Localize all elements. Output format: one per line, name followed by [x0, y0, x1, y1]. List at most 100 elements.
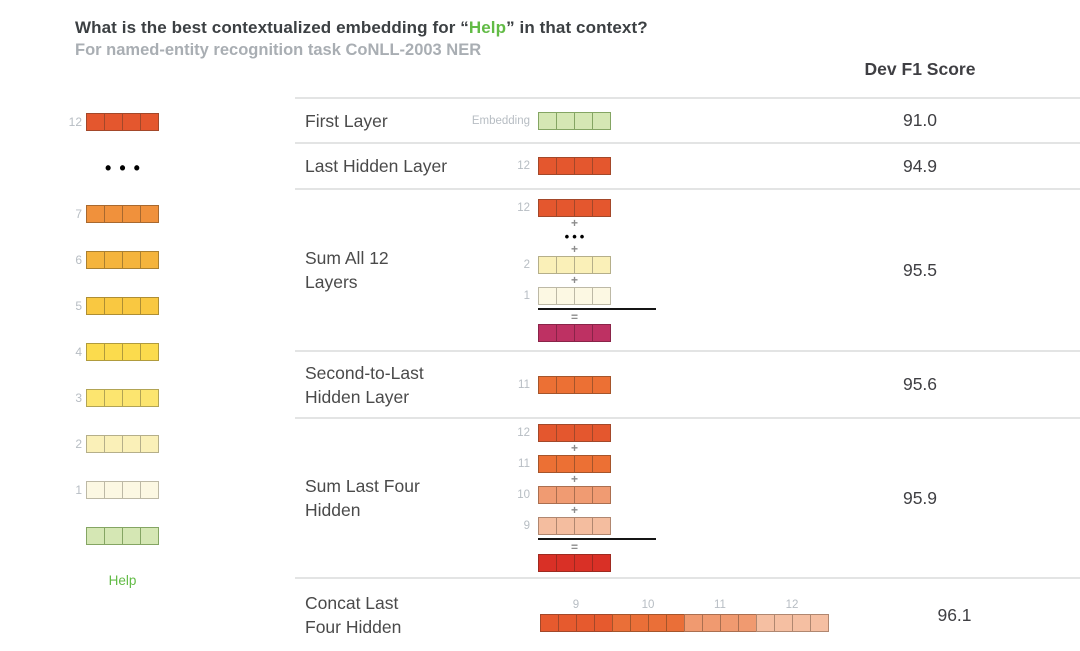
sidebar-layer-row: 12 [58, 113, 159, 131]
concat-group [684, 613, 757, 632]
plus-sign: + [570, 441, 578, 455]
vector-cells [86, 527, 159, 545]
table-row: Sum Last Four Hidden 12 +11 +10 +9 = 95.9 [295, 417, 1080, 577]
page-subtitle: For named-entity recognition task CoNLL-… [75, 41, 482, 59]
row-label: Last Hidden Layer [295, 154, 460, 178]
row-visualization: 12 [460, 157, 760, 175]
vector-cell [104, 481, 123, 499]
vector-cells [538, 517, 611, 535]
vector-cell [574, 198, 593, 217]
vector-cells [612, 613, 685, 632]
vector-cell [122, 205, 141, 223]
vector-cell [574, 157, 593, 175]
vector-cell [538, 375, 557, 394]
sum-diagram: 12 +11 +10 +9 = [460, 424, 760, 572]
row-label-line: Second-to-Last [305, 362, 424, 383]
vector-cell [556, 486, 575, 504]
vector-cell [574, 255, 593, 274]
title-prefix: What is the best contextualized embeddin… [75, 18, 461, 37]
title-quote-open: “ [460, 18, 469, 37]
vector-cells [538, 323, 611, 342]
row-visualization: 11 [460, 375, 760, 394]
vector-cell [140, 205, 159, 223]
vector-cell [538, 198, 557, 217]
layer-number-label: 10 [641, 598, 655, 611]
layer-vector-strip: 1 [460, 286, 760, 305]
vector-cell [104, 113, 123, 131]
vector-cell [122, 297, 141, 315]
ellipsis-dots: ••• [564, 228, 588, 244]
sidebar-layer-row: 7 [58, 205, 159, 223]
vector-cells [86, 113, 159, 131]
vector-cell [122, 251, 141, 269]
vector-cell [86, 251, 105, 269]
concat-diagram: 9 10 11 12 [460, 599, 829, 632]
vector-cell [592, 286, 611, 305]
vector-cells [86, 389, 159, 407]
vector-cell [86, 527, 105, 545]
table-row: First Layer Embedding 91.0 [295, 97, 1080, 142]
row-label-line: Sum All 12 [305, 248, 389, 268]
vector-cell [592, 517, 611, 535]
concat-group-labels: 9 10 11 12 [540, 599, 829, 611]
vector-cell [538, 286, 557, 305]
layer-number-label: 5 [75, 299, 82, 313]
table-row: Concat Last Four Hidden 9 10 11 12 96.1 [295, 577, 1080, 651]
layer-number-label: 9 [523, 520, 530, 532]
layer-number-label: 12 [517, 427, 530, 439]
layer-vector-strip: 12 [460, 424, 760, 442]
vector-cells [538, 198, 611, 217]
vector-cell [122, 113, 141, 131]
vector-cell [86, 205, 105, 223]
score-column-header: Dev F1 Score [864, 59, 976, 79]
row-label-line: Hidden [305, 500, 361, 520]
title-suffix: in that context? [514, 18, 648, 37]
vector-cells [86, 297, 159, 315]
row-label: Sum Last Four Hidden [295, 474, 460, 522]
vector-cell [556, 517, 575, 535]
layer-number-label: 12 [517, 201, 530, 214]
vector-cell [122, 481, 141, 499]
row-visualization: 12 + ••• +2 +1 = [460, 198, 760, 342]
vector-cell [538, 455, 557, 473]
layer-number-label: 6 [75, 253, 82, 267]
vector-cell [556, 455, 575, 473]
row-label-line: Sum Last Four [305, 476, 420, 496]
row-label-line: Layers [305, 272, 358, 292]
vector-cell [122, 389, 141, 407]
vector-cells [756, 613, 829, 632]
layer-number-label: 9 [572, 598, 580, 611]
concat-group [612, 613, 685, 632]
layer-number-label: Embedding [471, 114, 530, 127]
vector-cell [556, 286, 575, 305]
vector-cell [538, 517, 557, 535]
layer-vector-strip: 11 [460, 375, 760, 394]
vector-cell [104, 251, 123, 269]
vector-cell [592, 157, 611, 175]
layer-vector-strip: 11 [460, 455, 760, 473]
row-label-line: Four Hidden [305, 617, 402, 637]
vector-cell [592, 323, 611, 342]
vector-cells [538, 157, 611, 175]
plus-sign: + [570, 215, 578, 230]
concat-group [540, 613, 613, 632]
layer-vector-strip: 10 [460, 486, 760, 504]
vector-cell [574, 323, 593, 342]
layer-number-label: 4 [75, 345, 82, 359]
layer-number-label: 11 [714, 598, 726, 611]
sum-line [538, 538, 656, 540]
vector-cells [86, 251, 159, 269]
vector-cell [86, 481, 105, 499]
vector-cell [574, 455, 593, 473]
vector-cell [538, 111, 557, 130]
vector-cells [538, 455, 611, 473]
vector-cell [140, 297, 159, 315]
dev-f1-score-value: 95.5 [902, 259, 938, 280]
dev-f1-score-value: 95.6 [902, 374, 938, 394]
layer-stack-sidebar: 12 ••• 7 6 5 4 3 2 1 Help [58, 113, 159, 588]
sum-diagram: 12 + ••• +2 +1 = [460, 198, 760, 342]
vector-cell [104, 343, 123, 361]
layer-number-label: 12 [517, 160, 530, 172]
layer-vector-strip [460, 323, 760, 342]
vector-cell [104, 297, 123, 315]
